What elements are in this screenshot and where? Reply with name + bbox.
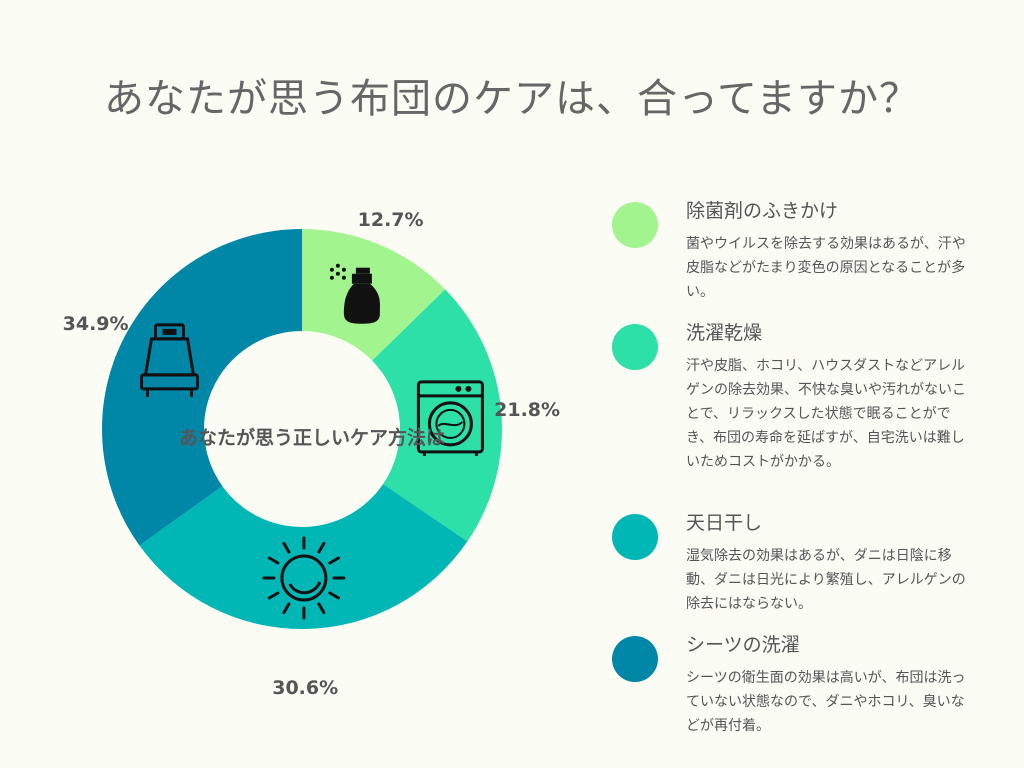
legend-description: シーツの衛生面の効果は高いが、布団は洗っていない状態なので、ダニやホコリ、臭いな…: [686, 670, 966, 734]
legend-description: 湿気除去の効果はあるが、ダニは日陰に移動、ダニは日光により繁殖し、アレルゲンの除…: [686, 548, 966, 612]
percent-label-2: 21.8%: [494, 399, 560, 421]
legend-title: 天日干し: [686, 512, 763, 534]
legend-title: シーツの洗濯: [686, 634, 800, 656]
sun-icon: [262, 536, 346, 620]
legend-swatch: [612, 324, 658, 370]
legend-title: 除菌剤のふきかけ: [686, 200, 839, 222]
legend-description: 菌やウイルスを除去する効果はあるが、汗や皮脂などがたまり変色の原因となることが多…: [686, 236, 966, 300]
page-title: あなたが思う布団のケアは、合ってますか？: [104, 76, 920, 122]
legend-description: 汗や皮脂、ホコリ、ハウスダストなどアレルゲンの除去効果、不快な臭いや汚れがないこ…: [686, 358, 966, 470]
legend-swatch: [612, 514, 658, 560]
slice-icons: [140, 263, 484, 620]
slice-4: [102, 229, 302, 546]
donut-chart: 12.7% 21.8% 30.6% 34.9% あなたが思う正しいケア方法は: [63, 209, 560, 699]
washing-machine-icon: [416, 380, 484, 456]
legend-title: 洗濯乾燥: [686, 322, 763, 344]
slice-2: [372, 289, 502, 542]
spray-bottle-icon: [329, 263, 381, 324]
percent-label-4: 34.9%: [63, 313, 129, 335]
percent-labels: 12.7% 21.8% 30.6% 34.9%: [63, 209, 560, 699]
percent-label-3: 30.6%: [272, 677, 338, 699]
center-label: あなたが思う正しいケア方法は: [179, 426, 445, 449]
bed-icon: [140, 323, 199, 397]
legend-swatch: [612, 636, 658, 682]
percent-label-1: 12.7%: [358, 209, 424, 231]
legend-swatch: [612, 202, 658, 248]
